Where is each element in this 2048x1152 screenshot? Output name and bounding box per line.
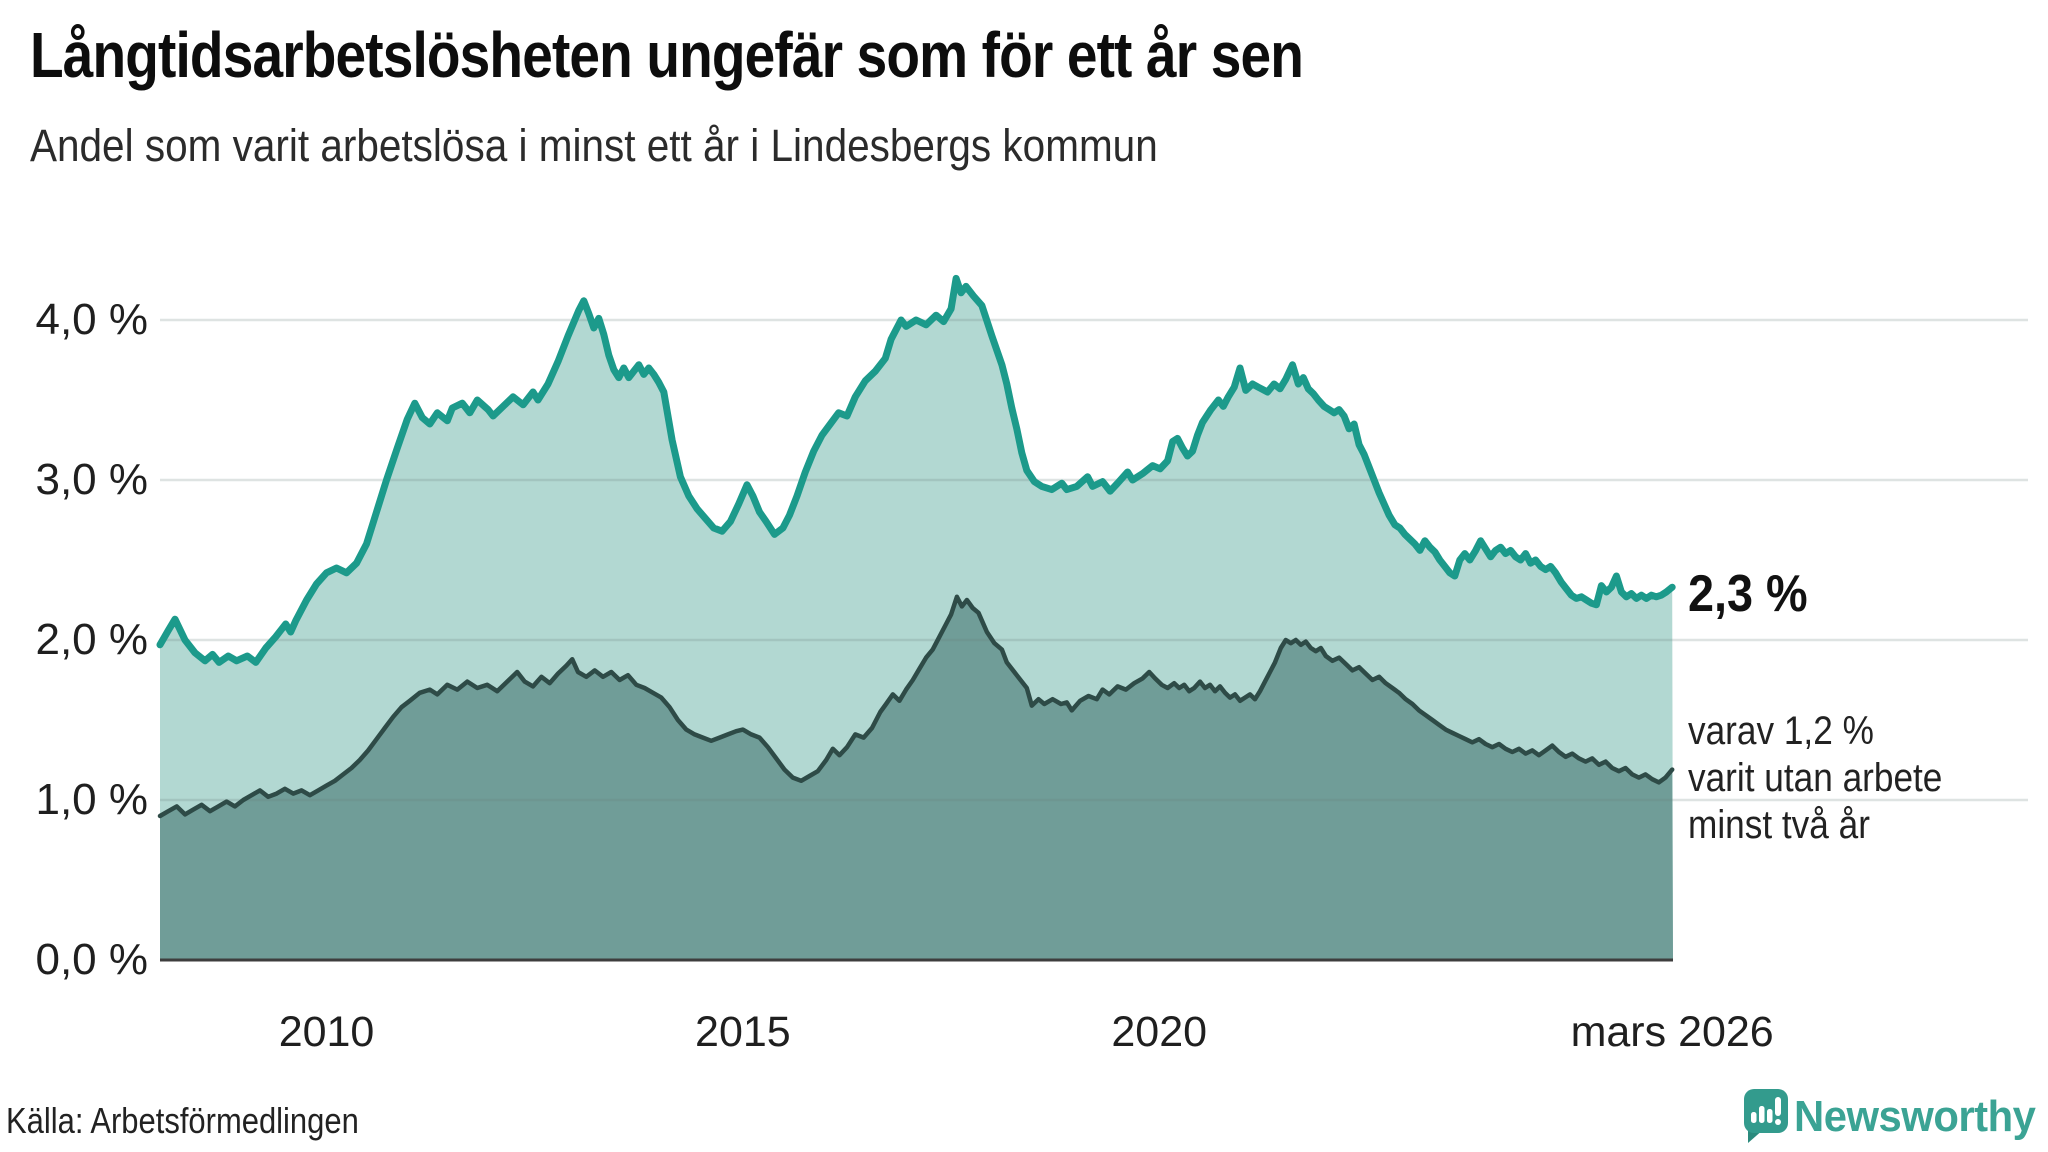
- x-tick-label-2015: 2015: [695, 1008, 791, 1056]
- page-subtitle: Andel som varit arbetslösa i minst ett å…: [30, 120, 1283, 172]
- source-note: Källa: Arbetsförmedlingen: [6, 1100, 359, 1141]
- y-tick-label-2: 2,0 %: [35, 615, 148, 664]
- y-tick-label-4: 4,0 %: [35, 295, 148, 344]
- page-title-text: Långtidsarbetslösheten ungefär som för e…: [30, 19, 1304, 91]
- y-tick-label-1: 1,0 %: [35, 775, 148, 824]
- series-minst-tva-ar-area: [160, 596, 1673, 960]
- chart-bars-icon: [1751, 1106, 1773, 1123]
- speech-bubble: [1744, 1089, 1788, 1133]
- y-tick-label-3: 3,0 %: [35, 455, 148, 504]
- exclamation-icon: [1775, 1097, 1781, 1125]
- page-subtitle-text: Andel som varit arbetslösa i minst ett å…: [30, 120, 1158, 171]
- series1-end-value-annotation: 2,3 %: [1688, 565, 1808, 623]
- series-minst-tva-ar-line: [157, 594, 1675, 819]
- annotation-line-2: varit utan arbete: [1688, 756, 1943, 800]
- series-minst-ett-ar-line: [156, 274, 1676, 666]
- series2-annotation: varav 1,2 % varit utan arbete minst två …: [1688, 708, 1977, 849]
- series2-annotation-text: varav 1,2 % varit utan arbete minst två …: [1688, 708, 1942, 849]
- y-tick-label-0: 0,0 %: [35, 935, 148, 984]
- newsworthy-wordmark: Newsworthy: [1794, 1092, 2036, 1141]
- x-tick-label-mars-2026: mars 2026: [1570, 1008, 1774, 1056]
- x-tick-label-2020: 2020: [1111, 1008, 1208, 1056]
- newsworthy-logo-icon: [1744, 1089, 1788, 1143]
- x-tick-label-2010: 2010: [278, 1008, 375, 1056]
- annotation-line-3: minst två år: [1688, 803, 1870, 847]
- annotation-line-1: varav 1,2 %: [1688, 709, 1874, 753]
- page-title: Långtidsarbetslösheten ungefär som för e…: [30, 18, 1510, 92]
